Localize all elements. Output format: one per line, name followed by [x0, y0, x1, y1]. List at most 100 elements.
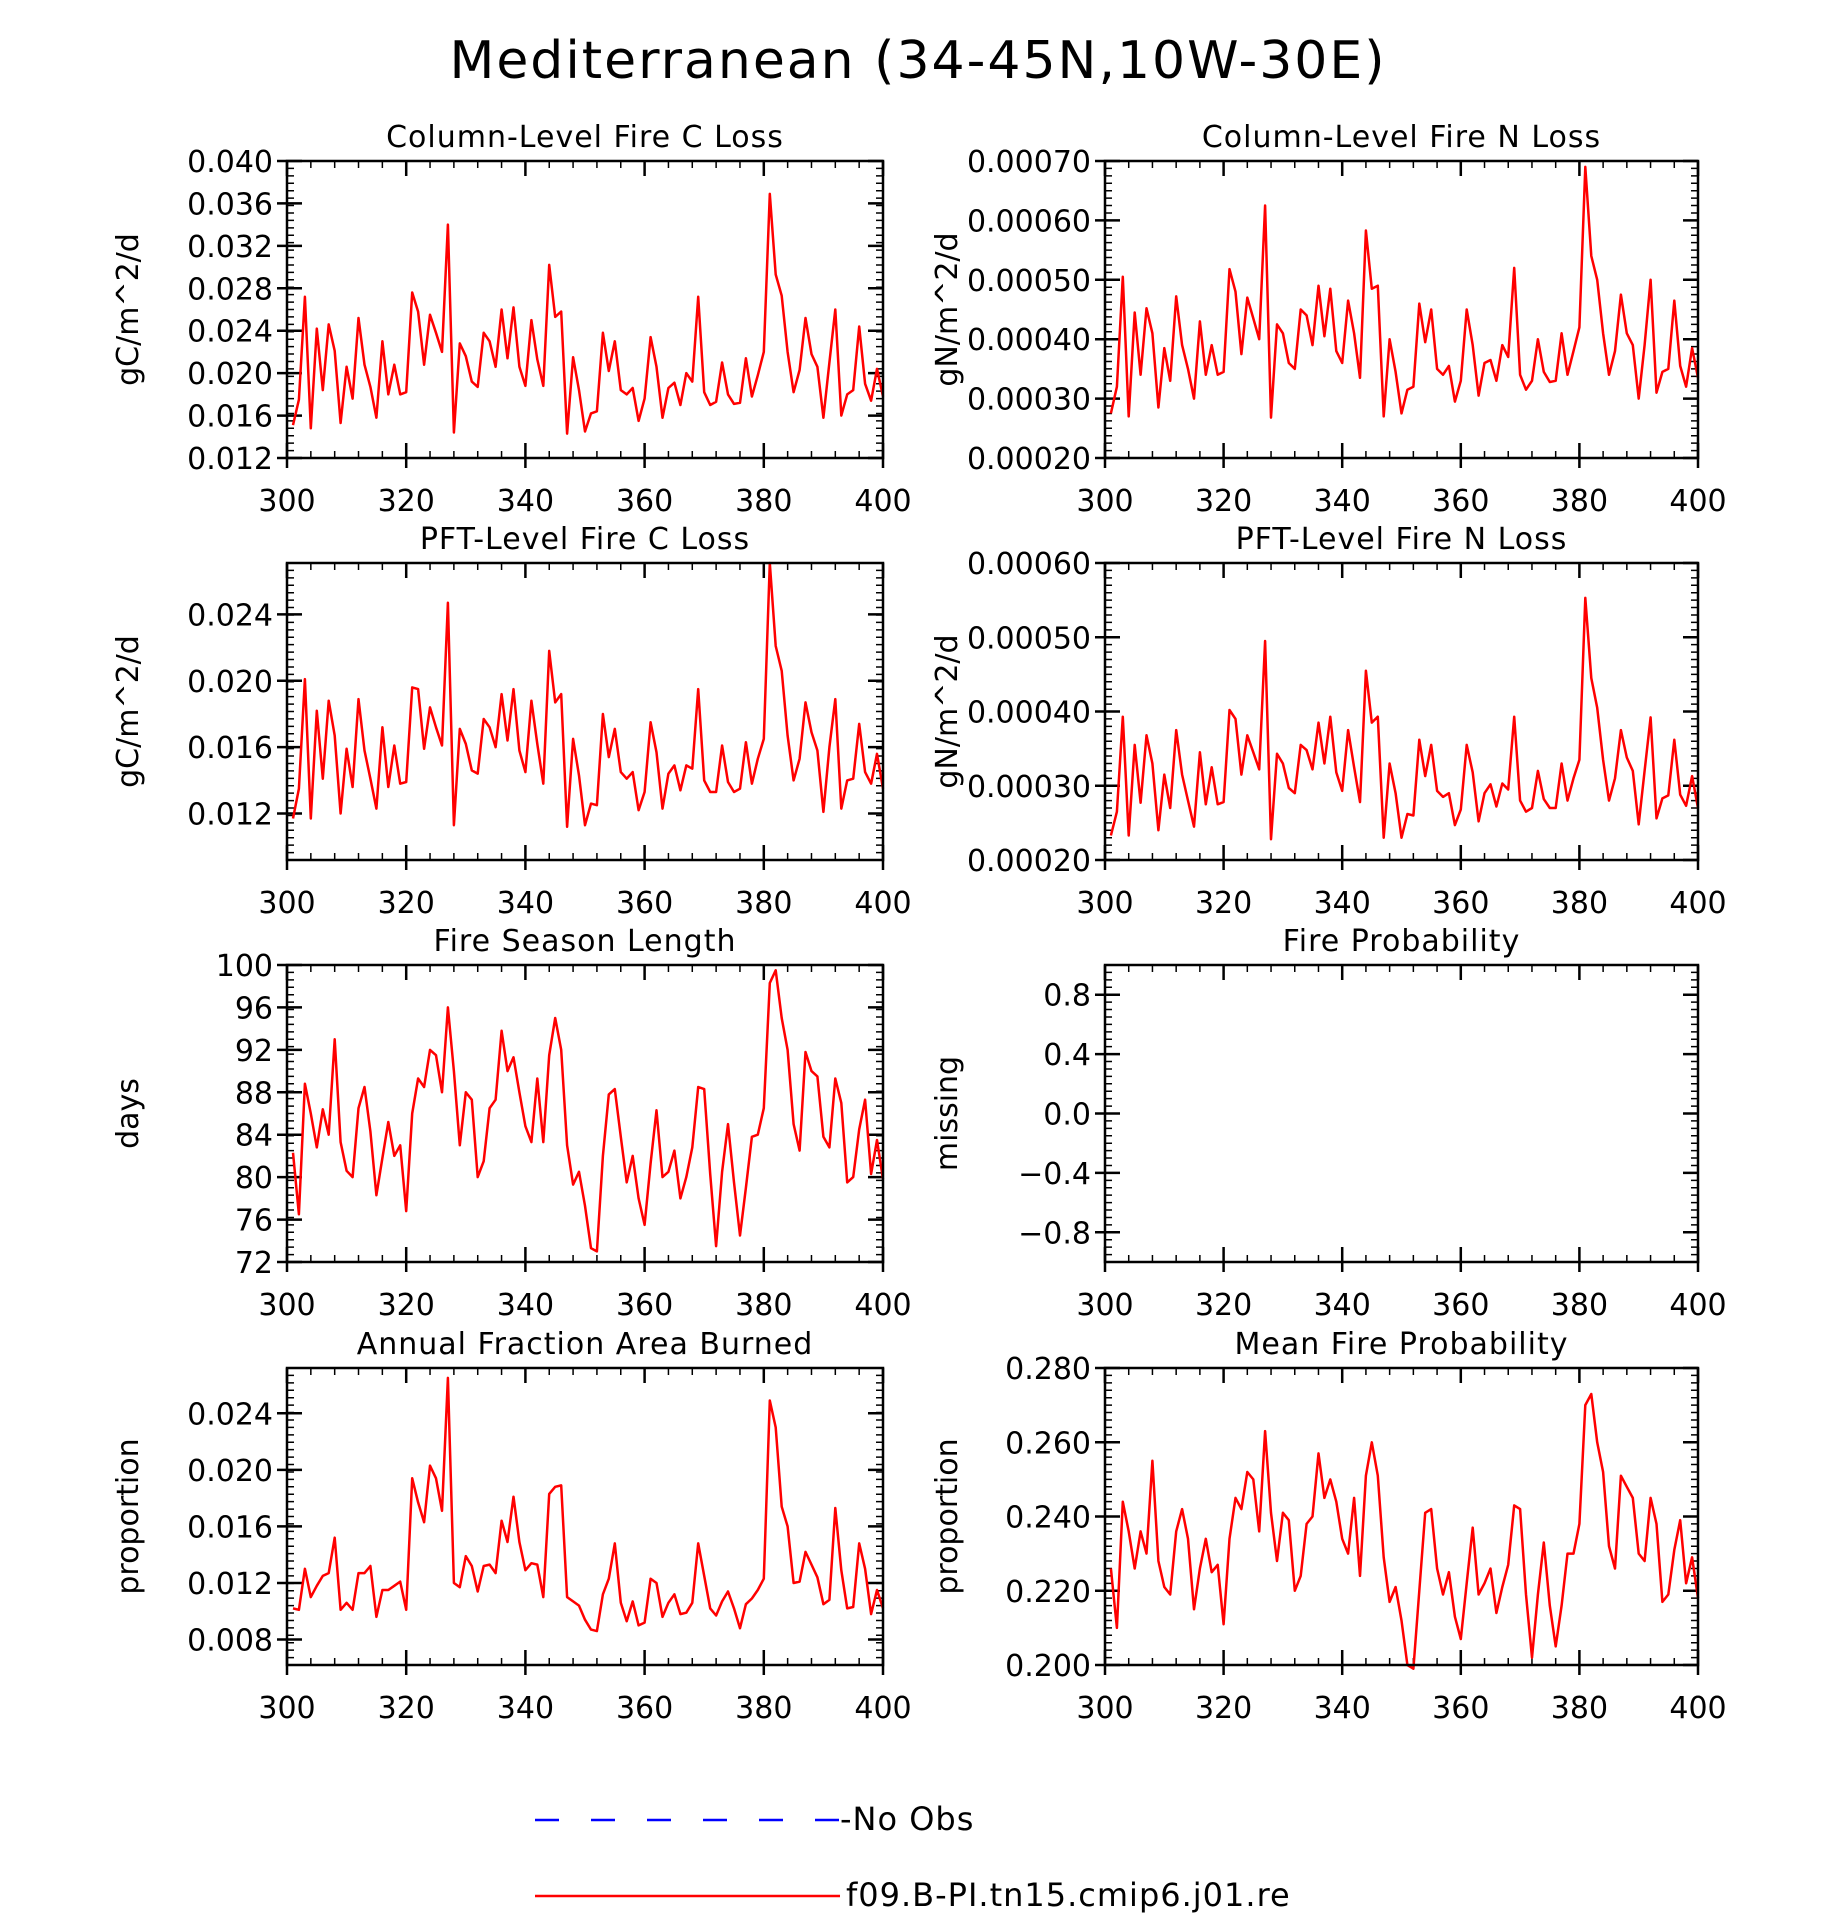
- y-axis-label: missing: [930, 1056, 965, 1171]
- y-tick-label: 0.008: [187, 1624, 273, 1659]
- y-tick-label: 96: [235, 991, 273, 1026]
- x-tick-label: 340: [1314, 886, 1371, 921]
- x-tick-label: 380: [735, 886, 792, 921]
- chart-panel-8: 300 320 340 360 380 400 0.200 0.220 0.240 0.260 0.…: [930, 1327, 1727, 1726]
- plot-frame: [285, 1366, 885, 1667]
- y-axis-label: gN/m^2/d: [930, 232, 965, 386]
- legend-label-model: f09.B-PI.tn15.cmip6.j01.re: [846, 1876, 1291, 1914]
- y-tick-label: 0.00040: [967, 696, 1091, 731]
- plot-frame: [1103, 561, 1700, 862]
- y-tick-label: 0.00060: [967, 204, 1091, 239]
- x-tick-label: 360: [616, 1288, 673, 1323]
- plot-frame: [1103, 963, 1700, 1264]
- y-axis-label: gC/m^2/d: [111, 233, 146, 386]
- y-tick-label: 0.280: [1005, 1352, 1091, 1387]
- chart-panel-3: 300 320 340 360 380 400 0.012 0.016 0.020 0.024 PF…: [111, 522, 912, 921]
- y-tick-label: 0.0: [1043, 1098, 1091, 1133]
- plot-frame: [285, 963, 885, 1264]
- y-tick-label: 0.00030: [967, 383, 1091, 418]
- y-tick-label: 0.00020: [967, 442, 1091, 477]
- chart-panel-6: 300 320 340 360 380 400 −0.8 −0.4 0.0 0.4 0.8 Fire …: [930, 924, 1727, 1323]
- series-line: [292, 1376, 885, 1633]
- x-tick-label: 360: [616, 1691, 673, 1726]
- y-tick-label: 0.032: [187, 230, 273, 265]
- x-tick-label: 400: [1669, 886, 1726, 921]
- y-tick-label: 0.028: [187, 272, 273, 307]
- y-tick-label: 0.040: [187, 145, 273, 180]
- series-line: [1109, 165, 1700, 419]
- y-tick-label: 0.024: [187, 315, 273, 350]
- y-tick-label: 0.020: [187, 665, 273, 700]
- y-tick-label: 0.012: [187, 442, 273, 477]
- x-tick-label: 300: [1076, 1691, 1133, 1726]
- series-line: [291, 561, 885, 829]
- x-tick-label: 360: [616, 484, 673, 519]
- x-tick-label: 380: [1551, 886, 1608, 921]
- y-tick-label: 0.00040: [967, 323, 1091, 358]
- y-tick-label: 0.012: [187, 798, 273, 833]
- x-tick-label: 400: [854, 886, 911, 921]
- x-tick-label: 340: [497, 1288, 554, 1323]
- chart-panel-4: 300 320 340 360 380 400 0.00020 0.00030 0.00040 0…: [930, 522, 1727, 921]
- y-tick-label: 0.016: [187, 731, 273, 766]
- panel-title: Fire Season Length: [434, 924, 737, 959]
- x-tick-label: 360: [1432, 484, 1489, 519]
- x-tick-label: 320: [1195, 886, 1252, 921]
- y-tick-label: 0.260: [1005, 1426, 1091, 1461]
- figure-title: Mediterranean (34-45N,10W-30E): [449, 31, 1386, 91]
- panel-title: Column-Level Fire C Loss: [386, 120, 784, 155]
- y-tick-label: −0.8: [1018, 1216, 1091, 1251]
- plot-frame: [1103, 1366, 1700, 1667]
- x-tick-label: 300: [258, 484, 315, 519]
- x-tick-label: 300: [258, 1288, 315, 1323]
- y-tick-label: 0.024: [187, 1397, 273, 1432]
- x-tick-label: 340: [497, 1691, 554, 1726]
- y-tick-label: 0.00030: [967, 770, 1091, 805]
- x-tick-label: 300: [1076, 1288, 1133, 1323]
- series-line: [1109, 1392, 1700, 1670]
- y-tick-label: 0.8: [1043, 979, 1091, 1014]
- y-axis-label: gN/m^2/d: [930, 634, 965, 788]
- y-tick-label: 84: [235, 1119, 273, 1154]
- x-tick-label: 400: [854, 1288, 911, 1323]
- legend-label-no-obs: -No Obs: [840, 1800, 974, 1838]
- y-tick-label: 0.00050: [967, 621, 1091, 656]
- chart-panel-5: 300 320 340 360 380 400 72 76 80 84 88 92 96 100 Fire …: [111, 924, 912, 1323]
- x-tick-label: 320: [1195, 1288, 1252, 1323]
- x-tick-label: 380: [735, 1691, 792, 1726]
- y-tick-label: 0.4: [1043, 1038, 1091, 1073]
- y-tick-label: 0.016: [187, 1510, 273, 1545]
- plot-frame: [1103, 159, 1700, 460]
- y-tick-label: 0.200: [1005, 1649, 1091, 1684]
- y-tick-label: 0.00050: [967, 264, 1091, 299]
- x-tick-label: 320: [1195, 1691, 1252, 1726]
- x-tick-label: 380: [735, 484, 792, 519]
- series-line: [291, 192, 885, 435]
- x-tick-label: 380: [1551, 1691, 1608, 1726]
- x-tick-label: 300: [1076, 886, 1133, 921]
- x-tick-label: 340: [497, 886, 554, 921]
- x-tick-label: 380: [735, 1288, 792, 1323]
- x-tick-label: 320: [378, 1288, 435, 1323]
- x-tick-label: 360: [616, 886, 673, 921]
- series-line: [1109, 596, 1700, 841]
- x-tick-label: 300: [1076, 484, 1133, 519]
- panel-title: PFT-Level Fire C Loss: [420, 522, 750, 557]
- y-tick-label: 0.220: [1005, 1575, 1091, 1610]
- plot-frame: [285, 159, 885, 460]
- legend: -No Obs f09.B-PI.tn15.cmip6.j01.re: [535, 1800, 1291, 1914]
- panel-title: Annual Fraction Area Burned: [357, 1327, 814, 1362]
- y-axis-label: proportion: [111, 1438, 146, 1594]
- x-tick-label: 340: [1314, 1288, 1371, 1323]
- y-tick-label: 0.012: [187, 1567, 273, 1602]
- y-tick-label: 0.016: [187, 400, 273, 435]
- x-tick-label: 340: [1314, 484, 1371, 519]
- x-tick-label: 320: [378, 886, 435, 921]
- plot-frame: [285, 561, 885, 862]
- x-tick-label: 320: [378, 484, 435, 519]
- y-tick-label: 92: [235, 1034, 273, 1069]
- x-tick-label: 340: [1314, 1691, 1371, 1726]
- x-tick-label: 380: [1551, 484, 1608, 519]
- x-tick-label: 360: [1432, 886, 1489, 921]
